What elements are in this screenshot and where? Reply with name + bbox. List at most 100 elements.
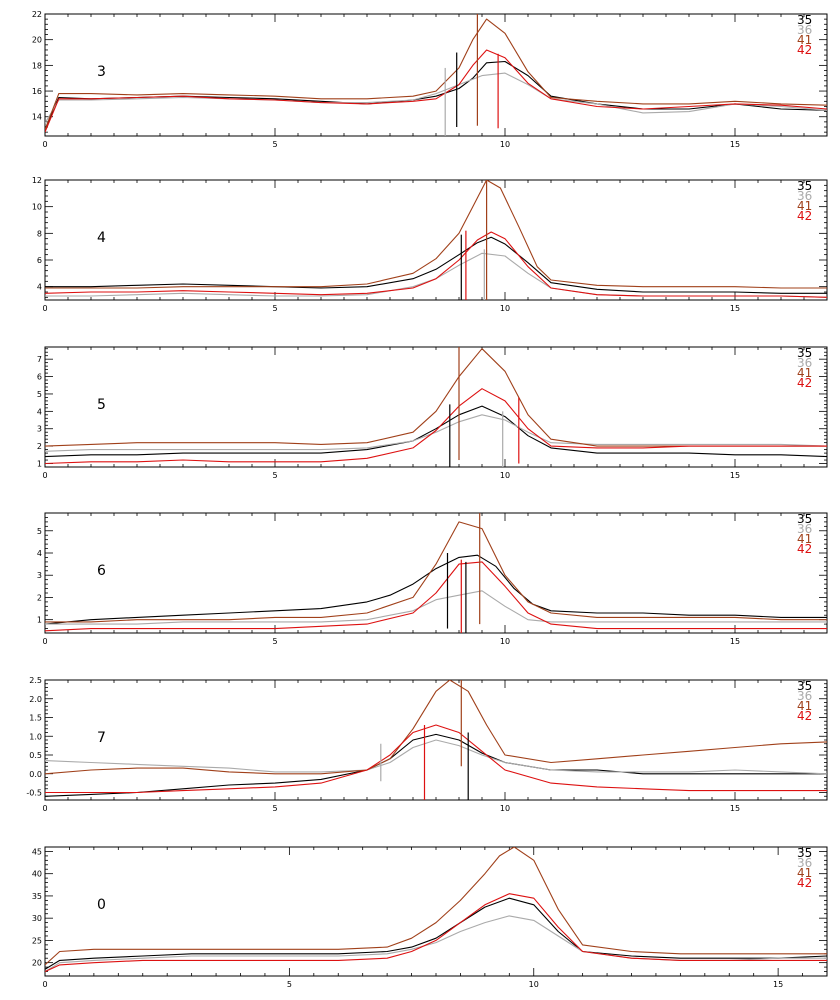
- y-tick-label: 8: [37, 229, 42, 238]
- legend-entry-42: 42: [797, 43, 812, 57]
- y-tick-label: 12: [32, 176, 42, 185]
- series-line-41: [45, 348, 827, 447]
- y-tick-label: 35: [32, 892, 42, 901]
- series-group: [45, 14, 827, 136]
- legend-entry-42: 42: [797, 709, 812, 723]
- legend-entry-41: 41: [797, 699, 812, 713]
- series-group: [45, 180, 827, 300]
- legend-entry-42: 42: [797, 376, 812, 390]
- y-tick-label: 10: [32, 203, 42, 212]
- x-tick-label: 0: [42, 637, 47, 646]
- series-line-41: [45, 18, 827, 130]
- y-tick-label: 22: [32, 10, 42, 19]
- series-line-36: [45, 739, 827, 775]
- y-tick-label: 14: [32, 113, 42, 122]
- series-line-41: [45, 521, 827, 623]
- legend-entry-41: 41: [797, 866, 812, 880]
- y-tick-label: 4: [37, 549, 42, 558]
- y-tick-label: 1: [37, 460, 42, 469]
- y-tick-label: 20: [32, 959, 42, 968]
- series-line-42: [45, 893, 827, 973]
- plot-frame: [44, 13, 828, 137]
- y-tick-label: 4: [37, 283, 42, 292]
- x-tick-label: 15: [730, 637, 740, 646]
- y-tick-label: 0.0: [29, 770, 42, 779]
- series-line-41: [45, 680, 827, 775]
- y-tick-label: 40: [32, 870, 42, 879]
- series-group: [45, 347, 827, 467]
- series-line-35: [45, 236, 827, 294]
- y-tick-label: 20: [32, 36, 42, 45]
- legend-entry-41: 41: [797, 199, 812, 213]
- series-line-35: [45, 405, 827, 458]
- y-tick-label: 30: [32, 914, 42, 923]
- y-tick-label: 5: [37, 527, 42, 536]
- plot-frame: [44, 346, 828, 468]
- y-tick-label: 45: [32, 847, 42, 856]
- legend-entry-36: 36: [797, 356, 812, 370]
- series-line-35: [45, 60, 827, 130]
- x-tick-label: 15: [773, 980, 783, 989]
- y-tick-label: 0.5: [29, 751, 42, 760]
- legend-entry-36: 36: [797, 522, 812, 536]
- plot-frame: [44, 179, 828, 301]
- x-tick-label: 10: [500, 804, 510, 813]
- x-tick-label: 10: [500, 304, 510, 313]
- y-tick-label: 1.5: [29, 714, 42, 723]
- x-tick-label: 0: [42, 140, 47, 149]
- x-tick-label: 10: [500, 140, 510, 149]
- y-tick-label: 18: [32, 61, 42, 70]
- y-tick-label: -0.5: [26, 789, 42, 798]
- x-tick-label: 0: [42, 804, 47, 813]
- y-tick-label: 5: [37, 390, 42, 399]
- x-tick-label: 5: [272, 804, 277, 813]
- x-tick-label: 5: [272, 304, 277, 313]
- series-line-36: [45, 252, 827, 298]
- x-tick-label: 15: [730, 471, 740, 480]
- plot-frame: [44, 846, 828, 977]
- x-tick-label: 15: [730, 304, 740, 313]
- series-line-36: [45, 915, 827, 973]
- y-tick-label: 6: [37, 256, 42, 265]
- series-line-35: [45, 897, 827, 970]
- legend-entry-36: 36: [797, 189, 812, 203]
- x-tick-label: 10: [529, 980, 539, 989]
- y-tick-label: 2.5: [29, 676, 42, 685]
- series-line-42: [45, 561, 827, 632]
- series-group: [45, 513, 827, 633]
- x-tick-label: 15: [730, 140, 740, 149]
- x-tick-label: 5: [272, 471, 277, 480]
- legend-entry-42: 42: [797, 876, 812, 890]
- y-tick-label: 2: [37, 593, 42, 602]
- series-line-35: [45, 554, 827, 625]
- x-tick-label: 5: [272, 637, 277, 646]
- legend-entry-42: 42: [797, 209, 812, 223]
- panel-label: 6: [97, 563, 106, 579]
- y-tick-label: 6: [37, 373, 42, 382]
- y-tick-label: 2.0: [29, 695, 42, 704]
- series-line-42: [45, 231, 827, 298]
- series-line-42: [45, 388, 827, 465]
- legend-entry-35: 35: [797, 13, 812, 27]
- x-tick-label: 5: [272, 140, 277, 149]
- series-group: [45, 680, 827, 800]
- y-tick-label: 4: [37, 407, 42, 416]
- x-tick-label: 10: [500, 637, 510, 646]
- x-tick-label: 0: [42, 304, 47, 313]
- panel-label: 7: [97, 730, 106, 746]
- y-tick-label: 1.0: [29, 732, 42, 741]
- legend-entry-35: 35: [797, 512, 812, 526]
- legend-entry-35: 35: [797, 346, 812, 360]
- y-tick-label: 7: [37, 355, 42, 364]
- panel-label: 3: [97, 64, 106, 80]
- legend-entry-36: 36: [797, 856, 812, 870]
- legend-entry-41: 41: [797, 33, 812, 47]
- y-tick-label: 3: [37, 425, 42, 434]
- legend-entry-35: 35: [797, 179, 812, 193]
- legend-entry-35: 35: [797, 846, 812, 860]
- y-tick-label: 3: [37, 571, 42, 580]
